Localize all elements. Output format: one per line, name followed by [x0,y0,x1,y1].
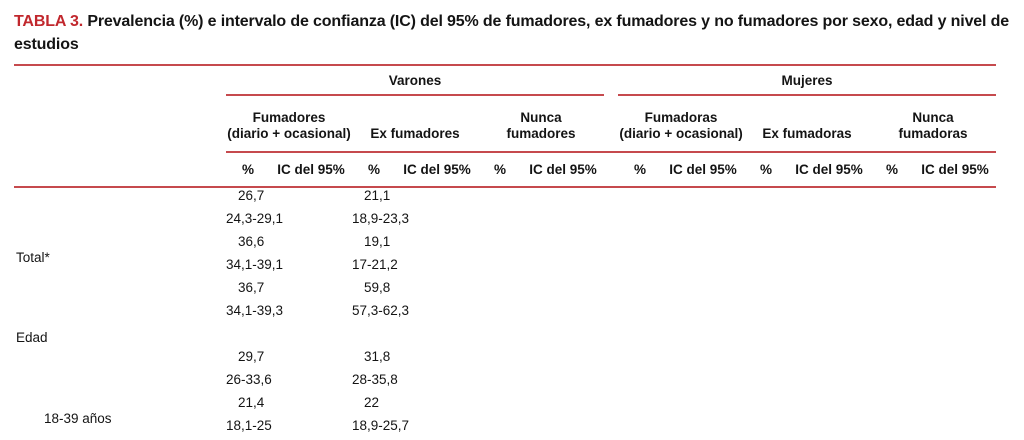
table-header: Varones Mujeres Fumadores (diario + ocas… [14,64,997,188]
pct-cell [478,326,522,349]
pct-cell: 21,1 [363,188,391,203]
table-number: TABLA 3. [14,13,84,30]
pct-cell [744,326,788,349]
pct-cell: 36,7 [237,280,265,295]
ci-cell: 34,1 -39,1 [226,257,284,272]
pct-header: % [478,151,522,188]
group-varones: Varones [226,64,605,96]
pct-header: % [618,151,663,188]
subgroup-ex-fumadores: Ex fumadores [370,126,460,141]
ci-cell: 18,9 -23,3 [352,211,410,226]
pct-cell [226,326,270,349]
subgroup-fumadoras: Fumadoras (diario + ocasional) [619,110,743,141]
pct-cell: 21,4 [237,395,265,410]
prevalence-table: Varones Mujeres Fumadores (diario + ocas… [14,64,997,440]
column-gap [604,326,618,349]
column-gap [604,95,618,152]
table-row: Edad [14,326,996,349]
ci-cell [662,326,744,349]
stub-cell [14,152,226,188]
ci-cell: 57,3 -62,3 [352,303,410,318]
row-label: 18-39 años [44,410,112,426]
table-row: 18-39 años29,726-33,621,418,1-254944,8-5… [14,349,996,440]
ci-cell [914,326,996,349]
ci-cell [522,326,604,349]
pct-cell [352,326,396,349]
ci-cell: 34,1 -39,3 [226,303,284,318]
column-gap [270,349,352,440]
ci-header: IC del 95% [662,151,745,188]
ci-cell: 17 -21,2 [352,257,398,272]
ci-cell [396,326,478,349]
ci-cell: 24,3 -29,1 [226,211,284,226]
ci-cell: 26 -33,6 [226,372,272,387]
pct-header: % [744,151,789,188]
pct-header: % [870,151,915,188]
pct-cell: 31,8 [363,349,391,364]
subgroup-fumadores: Fumadores (diario + ocasional) [227,110,351,141]
subgroup-ex-fumadoras: Ex fumadoras [762,126,852,141]
pct-cell: 19,1 [363,234,391,249]
measure-header-row: % IC del 95% % IC del 95% % IC del 95% %… [14,151,997,188]
table-caption: Prevalencia (%) e intervalo de confianza… [14,13,1010,53]
pct-cell: 59,8 [363,280,391,295]
column-gap [604,151,619,188]
pct-cell: 29,7 [237,349,265,364]
table-row: Total* 26,7 24,3 -29,1 36,6 34,1 -39,1 36,7 34,1… [14,187,996,326]
subgroup-header-row: Fumadores (diario + ocasional) Ex fumado… [14,95,996,152]
ci-header: IC del 95% [522,151,605,188]
ci-cell: 18,1 -25 [226,418,272,433]
pct-header: % [226,151,270,188]
ci-header: IC del 95% [270,151,352,188]
pct-cell: 26,7 [237,188,265,203]
ci-cell [270,326,352,349]
ci-header: IC del 95% [396,151,478,188]
subgroup-nunca-fumadoras: Nunca fumadoras [898,110,968,141]
row-label: Total* [16,249,50,265]
pct-cell: 36,6 [237,234,265,249]
group-mujeres: Mujeres [618,64,997,96]
ci-header: IC del 95% [788,151,871,188]
section-label: Edad [16,330,48,345]
stub-cell [14,95,226,152]
pct-cell [870,326,914,349]
group-header-row: Varones Mujeres [14,64,997,96]
ci-cell [788,326,870,349]
pct-cell: 22 [363,395,379,410]
column-gap [604,64,619,95]
ci-cell: 18,9 -25,7 [352,418,410,433]
table-title: TABLA 3. Prevalencia (%) e intervalo de … [14,10,1010,56]
stub-cell [14,64,226,95]
subgroup-nunca-fumadores: Nunca fumadores [506,110,576,141]
ci-header: IC del 95% [914,151,997,188]
table-body: Total* 26,7 24,3 -29,1 36,6 34,1 -39,1 36,7 34,1… [14,187,996,440]
ci-cell: 28 -35,8 [352,372,398,387]
pct-header: % [352,151,396,188]
pct-cell [618,326,662,349]
